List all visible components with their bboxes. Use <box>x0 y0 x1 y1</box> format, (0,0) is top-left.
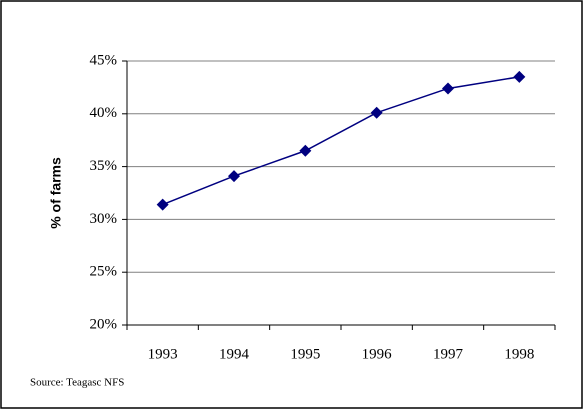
source-note: Source: Teagasc NFS <box>30 377 124 389</box>
point-marker <box>442 82 454 95</box>
y-tick-label: 45% <box>90 52 118 68</box>
point-marker <box>299 144 312 157</box>
y-tick-label: 35% <box>90 158 118 174</box>
point-marker <box>513 70 526 83</box>
x-tick-label: 1997 <box>433 346 464 362</box>
series-line <box>162 76 520 206</box>
y-tick-label: 40% <box>90 105 118 121</box>
y-tick-label: 30% <box>90 211 118 227</box>
y-tick-label: 20% <box>90 316 118 332</box>
point-marker <box>156 198 169 211</box>
x-tick-label: 1994 <box>219 346 250 362</box>
point-marker <box>228 170 240 183</box>
x-tick-label: 1993 <box>148 346 178 362</box>
point-marker <box>370 106 383 119</box>
x-tick-label: 1995 <box>290 346 320 362</box>
x-tick-label: 1998 <box>504 346 534 362</box>
x-tick-label: 1996 <box>362 346 393 362</box>
y-tick-label: 25% <box>90 264 118 280</box>
y-axis-label: % of farms <box>48 157 64 229</box>
